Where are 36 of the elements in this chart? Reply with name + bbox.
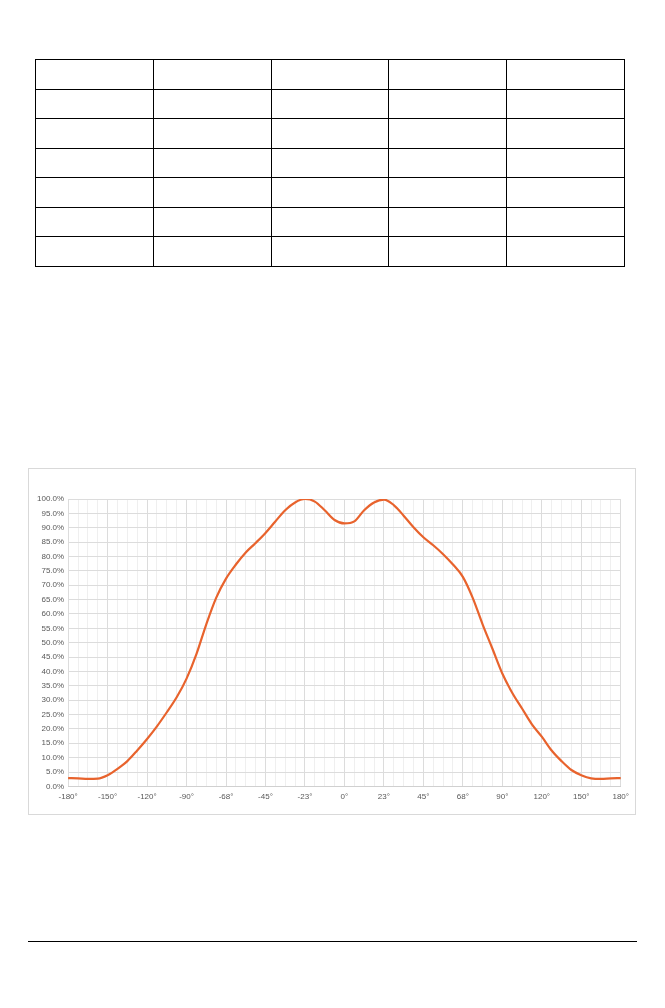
y-tick-label: 70.0% bbox=[41, 580, 65, 590]
x-tick-label: -23° bbox=[297, 792, 313, 802]
x-tick-label: 45° bbox=[417, 792, 430, 802]
y-tick-label: 45.0% bbox=[41, 652, 65, 662]
y-tick-label: 75.0% bbox=[41, 566, 65, 576]
y-tick-label: 10.0% bbox=[41, 752, 65, 762]
y-tick-label: 20.0% bbox=[41, 724, 65, 734]
x-tick-label: -180° bbox=[58, 792, 78, 802]
x-tick-label: -90° bbox=[179, 792, 194, 802]
y-tick-label: 60.0% bbox=[41, 609, 65, 619]
x-tick-label: -45° bbox=[258, 792, 273, 802]
x-tick-label: 68° bbox=[456, 792, 469, 802]
y-tick-label: 100.0% bbox=[36, 494, 65, 504]
y-tick-label: 90.0% bbox=[41, 522, 65, 532]
x-tick-label: 23° bbox=[377, 792, 390, 802]
y-tick-label: 50.0% bbox=[41, 637, 65, 647]
x-tick-label: -120° bbox=[137, 792, 157, 802]
x-tick-label: 180° bbox=[612, 792, 629, 802]
y-tick-label: 30.0% bbox=[41, 695, 65, 705]
x-tick-label: -68° bbox=[218, 792, 234, 802]
y-tick-label: 65.0% bbox=[41, 594, 65, 604]
x-tick-label: -150° bbox=[97, 792, 118, 802]
x-tick-label: 90° bbox=[496, 792, 509, 802]
y-tick-label: 5.0% bbox=[45, 767, 65, 777]
y-tick-label: 95.0% bbox=[41, 508, 65, 518]
y-tick-label: 55.0% bbox=[41, 623, 65, 633]
x-tick-label: 150° bbox=[572, 792, 590, 802]
y-tick-label: 35.0% bbox=[41, 681, 65, 691]
y-tick-label: 40.0% bbox=[41, 666, 65, 676]
y-tick-label: 25.0% bbox=[41, 709, 65, 719]
x-tick-label: 120° bbox=[533, 792, 551, 802]
y-tick-label: 85.0% bbox=[41, 537, 65, 547]
y-tick-label: 80.0% bbox=[41, 551, 65, 561]
y-tick-label: 15.0% bbox=[41, 738, 65, 748]
x-tick-label: 0° bbox=[340, 792, 349, 802]
y-tick-label: 0.0% bbox=[45, 781, 65, 791]
